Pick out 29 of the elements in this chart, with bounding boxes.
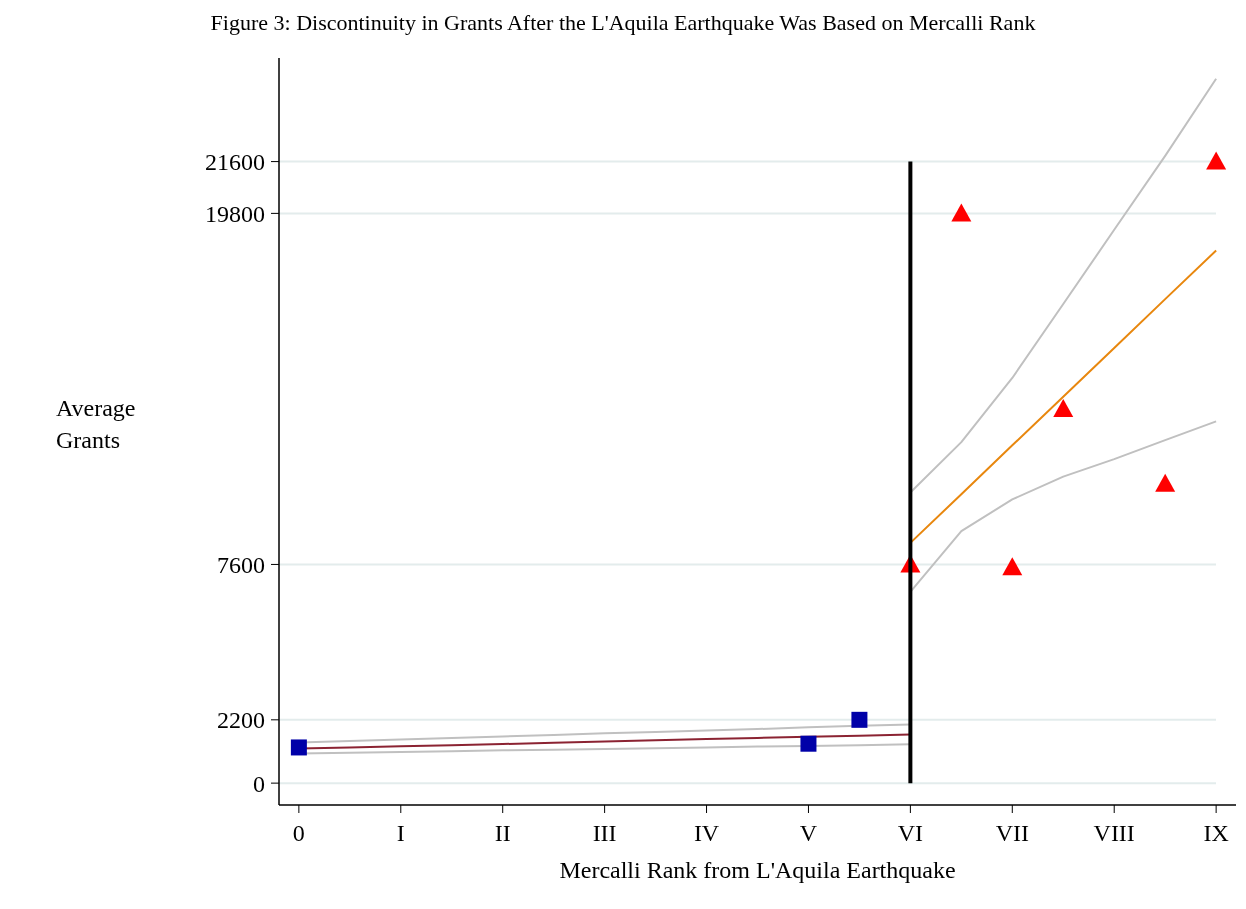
chart-title: Figure 3: Discontinuity in Grants After the L'Aquila Earthquake Was Based on Mercalli Rank — [210, 10, 1036, 35]
y-tick-label: 21600 — [205, 148, 265, 175]
y-tick-label: 0 — [253, 770, 265, 797]
x-tick-label: I — [396, 820, 405, 846]
y-tick-label: 2200 — [217, 707, 265, 734]
x-tick-label: VI — [897, 820, 924, 846]
line-series — [909, 249, 1218, 544]
x-tick-label: III — [592, 820, 617, 846]
x-tick-label: V — [799, 820, 818, 846]
point — [1002, 557, 1023, 576]
x-tick-label: IX — [1203, 820, 1229, 846]
line-series — [909, 420, 1218, 593]
point — [1206, 151, 1227, 170]
point — [290, 739, 307, 756]
x-axis-title: Mercalli Rank from L'Aquila Earthquake — [559, 857, 956, 883]
x-tick-label: II — [494, 820, 511, 846]
x-tick-label: IV — [693, 820, 720, 846]
point — [800, 735, 817, 752]
x-tick-label: VII — [995, 820, 1029, 846]
x-tick-label: 0 — [292, 820, 305, 846]
line-series — [909, 77, 1218, 494]
y-tick-label: 7600 — [217, 551, 265, 578]
y-tick-label: 19800 — [205, 200, 265, 227]
point — [1053, 399, 1074, 418]
y-axis-title: Average Grants — [56, 395, 136, 453]
point — [951, 203, 972, 222]
point — [851, 711, 868, 728]
x-tick-label: VIII — [1093, 820, 1135, 846]
point — [1155, 473, 1176, 492]
